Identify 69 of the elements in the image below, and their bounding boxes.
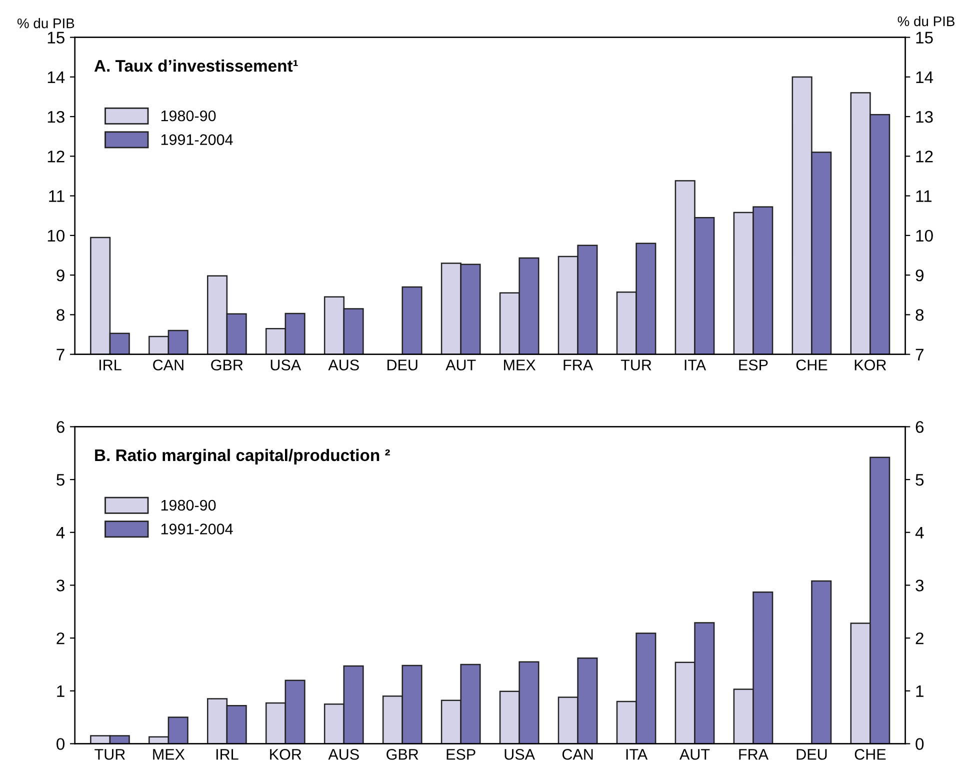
x-tick-label: DEU	[387, 360, 418, 370]
x-tick-label: TUR	[94, 749, 125, 760]
legend-label: 1980-90	[161, 500, 216, 511]
y-tick-label: 8	[56, 309, 64, 321]
y-tick-label: 2	[56, 632, 64, 644]
x-tick-label: CHE	[796, 360, 828, 370]
legend-label: 1991-2004	[161, 524, 233, 534]
x-tick-label: GBR	[386, 748, 418, 760]
y-tick-label: 10	[48, 230, 65, 242]
x-tick-label: ESP	[446, 748, 476, 760]
y-axis-title: % du PIB	[17, 18, 74, 28]
x-tick-label: MEX	[504, 360, 536, 370]
x-tick-label: ESP	[739, 360, 768, 370]
x-tick-label: TUR	[620, 360, 652, 370]
text: A. Taux d’investissement¹	[94, 60, 298, 72]
y2-tick-label: 1	[916, 685, 924, 697]
y-tick-label: 9	[56, 269, 64, 282]
y-tick-label: 3	[56, 580, 64, 592]
y-tick-label: 13	[48, 110, 64, 123]
y2-tick-label: 15	[916, 32, 933, 44]
y-tick-label: 6	[56, 421, 64, 433]
y2-tick-label: 14	[916, 72, 934, 83]
x-tick-label: KOR	[854, 360, 886, 370]
y-tick-label: 7	[56, 348, 64, 360]
y2-tick-label: 8	[916, 309, 924, 321]
x-tick-label: FRA	[564, 360, 594, 370]
x-tick-label: AUS	[328, 748, 359, 760]
y2-tick-label: 0	[916, 738, 924, 750]
y-tick-label: 14	[48, 72, 65, 83]
y2-tick-label: 13	[916, 110, 933, 123]
bar	[811, 580, 832, 744]
legend-label: 1991-2004	[161, 134, 233, 146]
x-tick-label: ITA	[684, 360, 706, 370]
y-tick-label: 0	[56, 738, 65, 750]
x-tick-label: USA	[270, 360, 302, 370]
x-tick-label: CHE	[854, 748, 886, 760]
x-tick-label: MEX	[153, 749, 185, 760]
y-tick-label: 11	[49, 190, 64, 202]
x-tick-label: IRL	[99, 360, 122, 370]
y2-tick-label: 3	[916, 580, 924, 592]
x-tick-label: CAN	[562, 748, 593, 760]
x-tick-label: USA	[504, 748, 535, 760]
x-tick-label: GBR	[211, 360, 243, 370]
x-tick-label: CAN	[153, 360, 184, 370]
y2-axis-title: % du PIB	[898, 16, 954, 26]
y-tick-label: 5	[56, 474, 64, 486]
y2-tick-label: 7	[916, 348, 924, 360]
y2-tick-label: 2	[916, 632, 924, 644]
y2-tick-label: 10	[916, 230, 933, 242]
x-tick-label: KOR	[270, 748, 302, 760]
x-tick-label: AUT	[680, 749, 710, 760]
y2-tick-label: 9	[916, 269, 924, 282]
y2-tick-label: 12	[916, 150, 933, 162]
y-tick-label: 15	[48, 32, 64, 44]
y2-tick-label: 5	[916, 474, 924, 486]
x-tick-label: ITA	[626, 749, 648, 760]
x-tick-label: DEU	[796, 749, 827, 760]
y2-tick-label: 11	[916, 190, 932, 202]
x-tick-label: AUT	[446, 360, 476, 370]
legend-label: 1980-90	[161, 110, 216, 122]
y-tick-label: 12	[48, 150, 64, 162]
y2-tick-label: 6	[916, 421, 924, 433]
x-tick-label: AUS	[328, 360, 359, 370]
x-tick-label: IRL	[216, 749, 238, 760]
y-tick-label: 1	[57, 685, 64, 697]
x-tick-label: FRA	[739, 749, 768, 760]
text: B. Ratio marginal capital/production ²	[95, 448, 390, 465]
y2-tick-label: 4	[915, 526, 924, 538]
y-tick-label: 4	[56, 526, 65, 538]
